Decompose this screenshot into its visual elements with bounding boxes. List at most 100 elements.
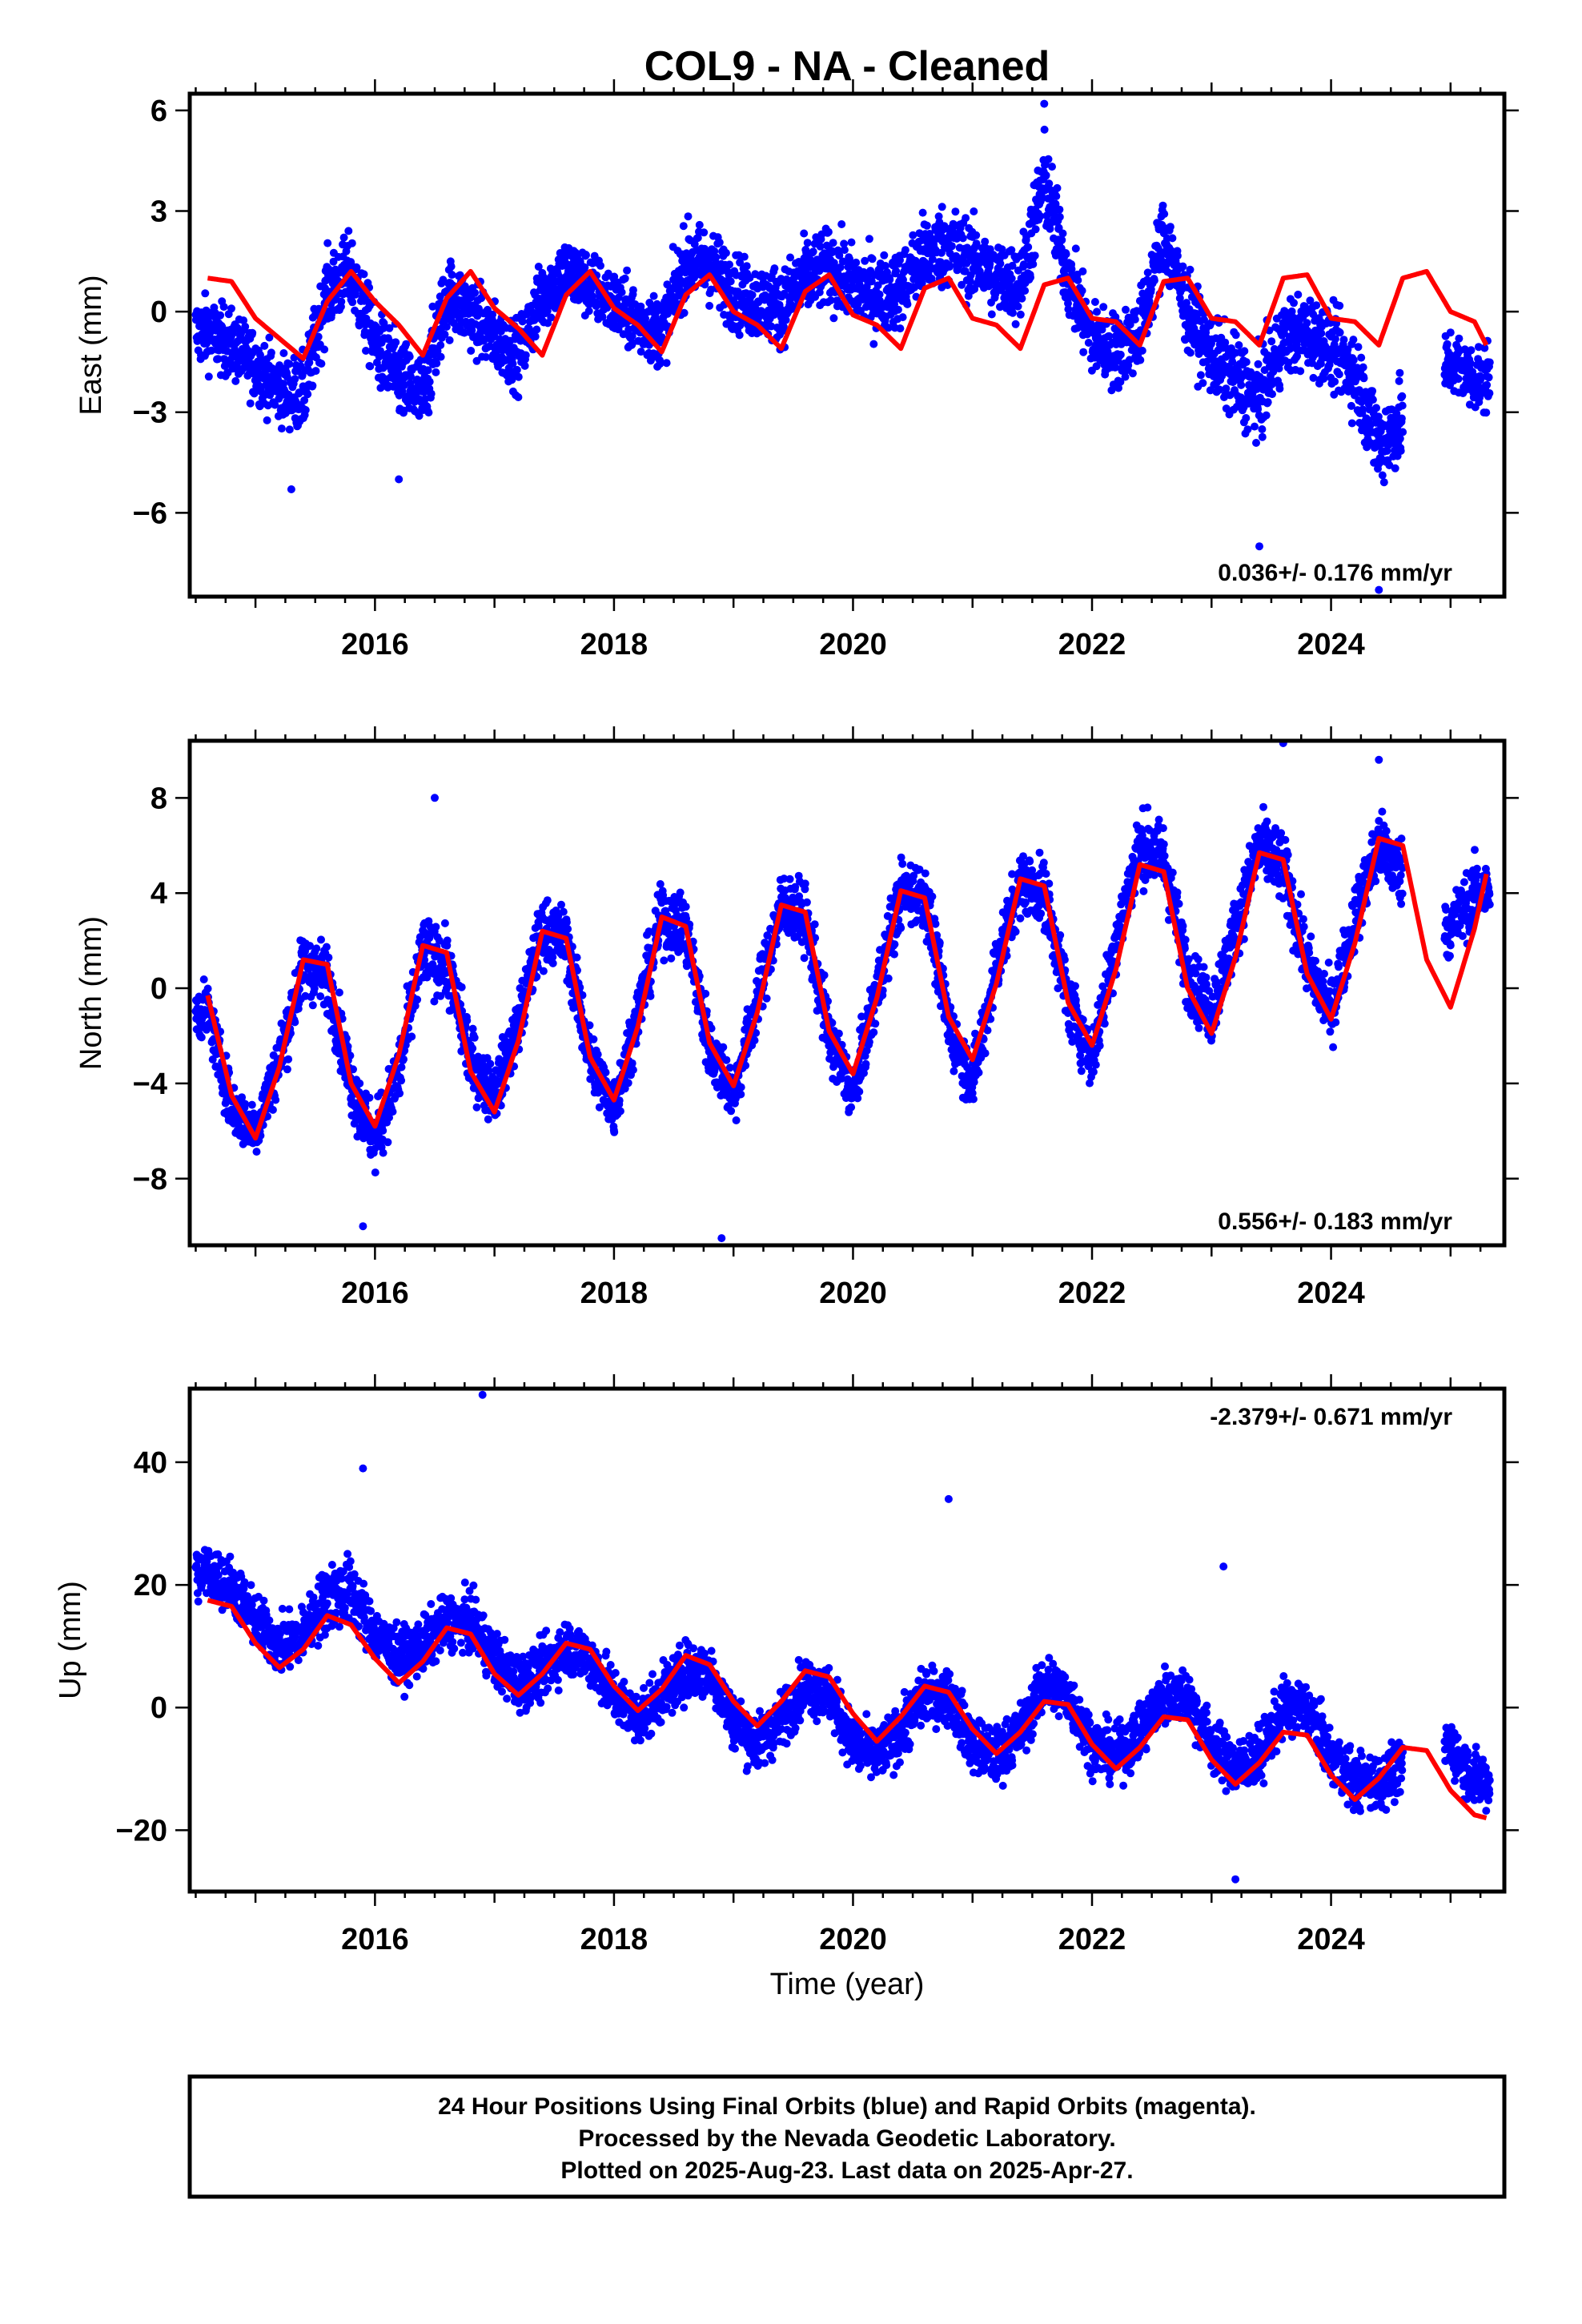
east-point [868, 255, 877, 263]
east-point [424, 408, 433, 417]
east-point [1483, 380, 1492, 389]
east-point [1485, 389, 1494, 397]
east-point [256, 351, 264, 360]
east-point [847, 238, 856, 247]
north-point [484, 1115, 492, 1124]
east-point [584, 307, 593, 316]
east-point [693, 234, 702, 242]
east-point [287, 485, 295, 493]
north-point [199, 975, 208, 983]
north-point [388, 1108, 397, 1116]
north-point [271, 1096, 280, 1104]
east-point [898, 313, 907, 322]
east-point [1258, 432, 1267, 441]
east-point [265, 333, 274, 342]
east-point [344, 227, 353, 235]
east-point [207, 346, 216, 355]
east-point [467, 347, 476, 355]
east-point [893, 305, 902, 314]
east-point [1398, 401, 1407, 410]
east-point [1018, 294, 1026, 303]
east-point [385, 324, 394, 332]
east-point [1199, 379, 1207, 388]
east-point [1357, 353, 1366, 362]
north-point [432, 923, 440, 931]
east-point [445, 336, 454, 344]
east-point [1399, 428, 1407, 436]
east-point [1040, 125, 1049, 134]
east-point [1242, 414, 1251, 422]
east-point [436, 341, 445, 349]
east-point [1240, 347, 1249, 356]
east-point [1031, 225, 1040, 234]
east-y-tick-label: 0 [151, 296, 167, 329]
east-point [1347, 419, 1356, 428]
east-point [1349, 356, 1358, 364]
east-point [285, 425, 294, 434]
east-point [1331, 377, 1339, 386]
east-point [700, 228, 709, 237]
east-point [347, 239, 356, 247]
east-rate-annotation: 0.036+/- 0.176 mm/yr [1218, 560, 1452, 586]
east-point [1186, 265, 1195, 274]
east-point [311, 367, 320, 376]
east-point [391, 338, 400, 347]
north-point [312, 944, 321, 953]
north-point [355, 1079, 364, 1088]
north-point [308, 1001, 317, 1010]
east-point [1395, 368, 1404, 377]
north-point [197, 1033, 206, 1042]
east-point [226, 340, 234, 348]
east-point [972, 231, 981, 239]
east-x-tick-label: 2024 [1297, 628, 1365, 661]
east-point [407, 372, 415, 381]
east-point [1379, 478, 1388, 487]
east-point [1052, 192, 1061, 200]
east-point [532, 325, 541, 334]
east-point [425, 377, 434, 386]
east-point [712, 253, 721, 262]
east-point [840, 246, 849, 255]
east-point [1178, 262, 1187, 271]
east-point [1030, 251, 1039, 260]
east-point [1339, 336, 1348, 344]
east-point [1040, 99, 1049, 108]
east-point [1029, 259, 1038, 268]
east-point [442, 323, 451, 331]
east-point [1368, 387, 1377, 396]
north-point [241, 1100, 250, 1108]
north-point [472, 1103, 481, 1112]
east-point [1268, 390, 1276, 399]
east-point [715, 238, 724, 247]
east-point [620, 274, 629, 283]
east-point [202, 306, 211, 315]
east-point [1395, 376, 1403, 385]
east-point [1290, 299, 1298, 308]
east-point [662, 359, 671, 368]
east-point [320, 345, 329, 354]
east-point [250, 389, 259, 398]
east-y-tick-label: 6 [151, 94, 167, 128]
east-point [424, 366, 432, 375]
east-point [1048, 163, 1056, 171]
east-point [1158, 201, 1167, 210]
north-point [283, 1065, 291, 1074]
east-point [1263, 398, 1272, 407]
east-point [829, 239, 837, 247]
east-point [1446, 328, 1455, 337]
east-point [1368, 396, 1377, 404]
north-point [383, 1138, 392, 1147]
east-point [1011, 320, 1020, 328]
east-point [663, 309, 672, 318]
east-point [227, 304, 235, 313]
north-point [322, 943, 331, 951]
east-point [1258, 425, 1267, 433]
east-point [339, 233, 348, 242]
east-point [547, 313, 556, 322]
east-x-tick-label: 2018 [580, 628, 648, 661]
east-point [1262, 411, 1271, 420]
east-point [1397, 414, 1406, 423]
